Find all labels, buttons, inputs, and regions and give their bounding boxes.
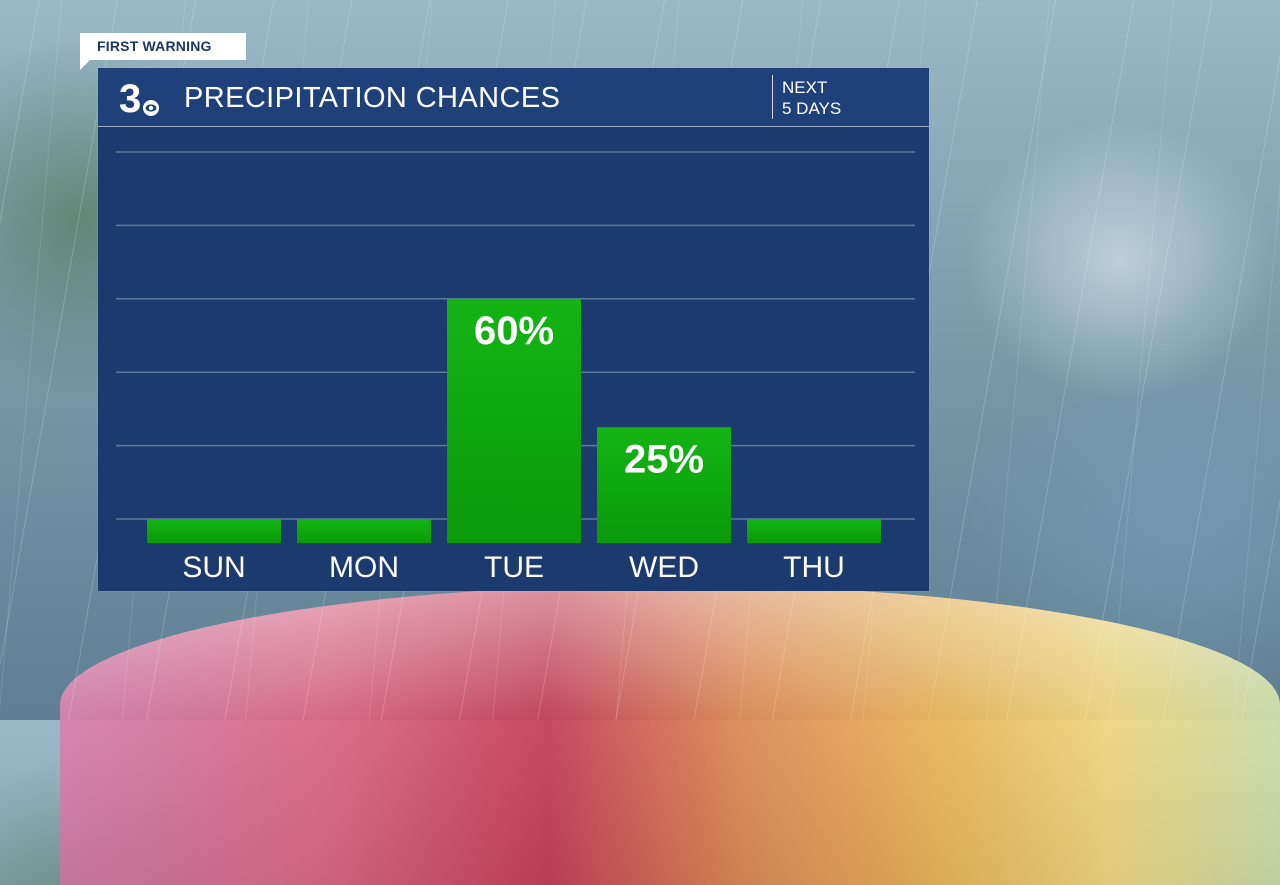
- first-warning-badge: FIRST WARNING: [80, 33, 246, 60]
- subtitle-line-2: 5 DAYS: [782, 99, 842, 118]
- x-tick-label-wed: WED: [629, 551, 699, 584]
- data-label-tue: 60%: [474, 309, 554, 353]
- bar-mon: [297, 519, 431, 543]
- badge-tail: [80, 60, 90, 70]
- x-tick-label-sun: SUN: [182, 551, 245, 584]
- bar-thu: [747, 519, 881, 543]
- data-label-wed: 25%: [624, 437, 704, 481]
- bar-sun: [147, 519, 281, 543]
- logo-number: 3: [119, 77, 141, 120]
- panel-header: 3 PRECIPITATION CHANCES NEXT 5 DAYS: [98, 68, 929, 127]
- bar-tue: [447, 298, 581, 543]
- x-tick-label-tue: TUE: [484, 551, 544, 584]
- x-tick-label-mon: MON: [329, 551, 399, 584]
- bar-wed: [597, 427, 731, 543]
- forecast-panel: 3 PRECIPITATION CHANCES NEXT 5 DAYS SUN M…: [98, 68, 929, 591]
- x-tick-label-thu: THU: [783, 551, 845, 584]
- station-logo: 3: [119, 77, 159, 120]
- header-divider: [772, 75, 773, 119]
- header-subtitle: NEXT 5 DAYS: [782, 77, 841, 119]
- precipitation-bar-chart: SUN MON 60% TUE 25% WED THU: [116, 151, 915, 584]
- subtitle-line-1: NEXT: [782, 78, 828, 97]
- page-title: PRECIPITATION CHANCES: [184, 82, 561, 114]
